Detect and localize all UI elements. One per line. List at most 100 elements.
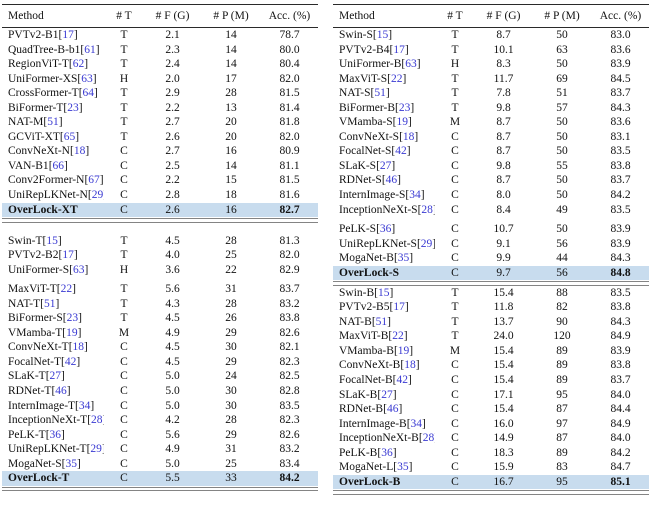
citation-link[interactable]: 28	[91, 414, 103, 427]
table-row: PVTv2-B2[17] T 4.0 25 82.0	[2, 248, 318, 263]
citation-link[interactable]: 18	[72, 341, 85, 354]
col-type-header: # T	[116, 10, 132, 22]
citation-link[interactable]: 17	[62, 249, 74, 262]
citation-bracket: [	[68, 341, 73, 354]
citation-bracket: ]	[73, 249, 78, 262]
table-row: Conv2Former-N[67] C 2.2 15 81.5	[2, 173, 318, 188]
citation-link[interactable]: 28	[422, 432, 435, 445]
citation-link[interactable]: 46	[55, 384, 67, 397]
params-cell: 20	[225, 130, 237, 143]
citation-link[interactable]: 34	[409, 189, 421, 202]
citation-link[interactable]: 23	[67, 101, 79, 114]
citation-link[interactable]: 35	[65, 457, 78, 470]
citation-link[interactable]: 46	[386, 403, 399, 416]
citation-link[interactable]: 35	[397, 461, 409, 474]
flops-cell: 15.9	[493, 461, 514, 474]
method-cell: Swin-B[15]	[333, 286, 435, 301]
citation-bracket: [	[68, 58, 73, 71]
citation-link[interactable]: 36	[379, 223, 392, 236]
citation-link[interactable]: 15	[378, 286, 390, 299]
citation-link[interactable]: 34	[410, 417, 423, 430]
citation-link[interactable]: 67	[88, 174, 100, 187]
two-column-tables: Method # T # F (G) # P (M) Acc. (%) PVTv…	[2, 4, 649, 495]
table-row-highlight: OverLock-B C 16.7 95 85.1	[333, 474, 649, 490]
flops-cell: 8.0	[496, 189, 511, 202]
type-cell: H	[119, 263, 129, 276]
citation-link[interactable]: 61	[84, 43, 96, 56]
table-body: PVTv2-B1[17] T 2.1 14 78.7 QuadTree-B-b1[61] T…	[2, 28, 318, 492]
citation-link[interactable]: 66	[52, 159, 65, 172]
citation-link[interactable]: 63	[72, 263, 85, 276]
params-cell: 24	[225, 370, 237, 383]
citation-link[interactable]: 42	[64, 355, 77, 368]
method-cell: InternImage-T[34]	[2, 399, 104, 414]
citation-link[interactable]: 42	[396, 373, 409, 386]
citation-link[interactable]: 51	[47, 116, 59, 129]
citation-bracket: ]	[84, 58, 89, 71]
citation-link[interactable]: 51	[44, 297, 56, 310]
params-cell: 30	[225, 384, 237, 397]
citation-link[interactable]: 46	[385, 174, 398, 187]
citation-link[interactable]: 29	[90, 443, 102, 456]
citation-link[interactable]: 62	[72, 58, 85, 71]
acc-cell: 84.9	[610, 417, 631, 430]
citation-bracket: [	[69, 263, 73, 276]
citation-link[interactable]: 22	[392, 330, 404, 343]
citation-link[interactable]: 18	[402, 130, 415, 143]
citation-link[interactable]: 27	[49, 370, 62, 383]
flops-cell: 9.1	[496, 237, 511, 250]
citation-link[interactable]: 27	[381, 388, 393, 401]
citation-link[interactable]: 34	[78, 399, 91, 412]
citation-link[interactable]: 64	[82, 87, 95, 100]
citation-link[interactable]: 36	[381, 446, 393, 459]
citation-link[interactable]: 27	[379, 159, 392, 172]
acc-cell: 84.9	[610, 330, 631, 343]
citation-link[interactable]: 51	[375, 315, 388, 328]
type-cell: T	[451, 330, 459, 343]
citation-link[interactable]: 19	[66, 326, 78, 339]
params-cell: 89	[556, 344, 568, 357]
citation-link[interactable]: 15	[46, 234, 58, 247]
params-cell: 50	[556, 189, 568, 202]
citation-link[interactable]: 23	[66, 312, 79, 325]
citation-link[interactable]: 19	[397, 344, 410, 357]
citation-link[interactable]: 22	[60, 283, 73, 296]
citation-link[interactable]: 63	[405, 58, 417, 71]
citation-link[interactable]: 42	[395, 145, 407, 158]
citation-link[interactable]: 17	[393, 43, 405, 56]
citation-bracket: [	[84, 174, 89, 187]
method-name: RDNet-B	[339, 403, 384, 416]
citation-link[interactable]: 15	[376, 29, 389, 41]
citation-link[interactable]: 51	[374, 87, 386, 100]
citation-link[interactable]: 28	[421, 203, 433, 216]
citation-link[interactable]: 17	[62, 29, 74, 41]
params-cell: 50	[556, 145, 568, 158]
citation-bracket: [	[42, 234, 47, 247]
citation-link[interactable]: 63	[81, 72, 93, 85]
citation-link[interactable]: 18	[404, 359, 416, 372]
citation-link[interactable]: 17	[393, 301, 405, 314]
acc-cell: 84.8	[610, 266, 631, 279]
type-cell: T	[120, 116, 128, 129]
params-cell: 89	[556, 446, 568, 459]
citation-link[interactable]: 23	[398, 101, 411, 114]
citation-link[interactable]: 35	[397, 252, 410, 265]
citation-link[interactable]: 65	[63, 130, 76, 143]
citation-link[interactable]: 19	[396, 116, 409, 129]
citation-link[interactable]: 18	[73, 145, 86, 158]
params-cell: 88	[556, 286, 568, 299]
citation-bracket: ]	[406, 145, 411, 158]
method-cell: OverLock-S	[333, 266, 435, 281]
citation-link[interactable]: 29	[420, 237, 433, 250]
citation-bracket: [	[389, 301, 394, 314]
citation-link[interactable]: 36	[49, 428, 62, 441]
acc-cell: 83.5	[610, 286, 631, 299]
method-name: Conv2Former-N	[8, 174, 85, 187]
citation-link[interactable]: 22	[390, 72, 403, 85]
col-flops-header: # F (G)	[486, 10, 521, 22]
method-name: MogaNet-L	[339, 461, 394, 474]
citation-link[interactable]: 29	[91, 189, 104, 202]
method-cell: Swin-T[15]	[2, 234, 104, 249]
citation-bracket: ]	[385, 87, 390, 100]
method-name: MaxViT-B	[339, 330, 389, 343]
